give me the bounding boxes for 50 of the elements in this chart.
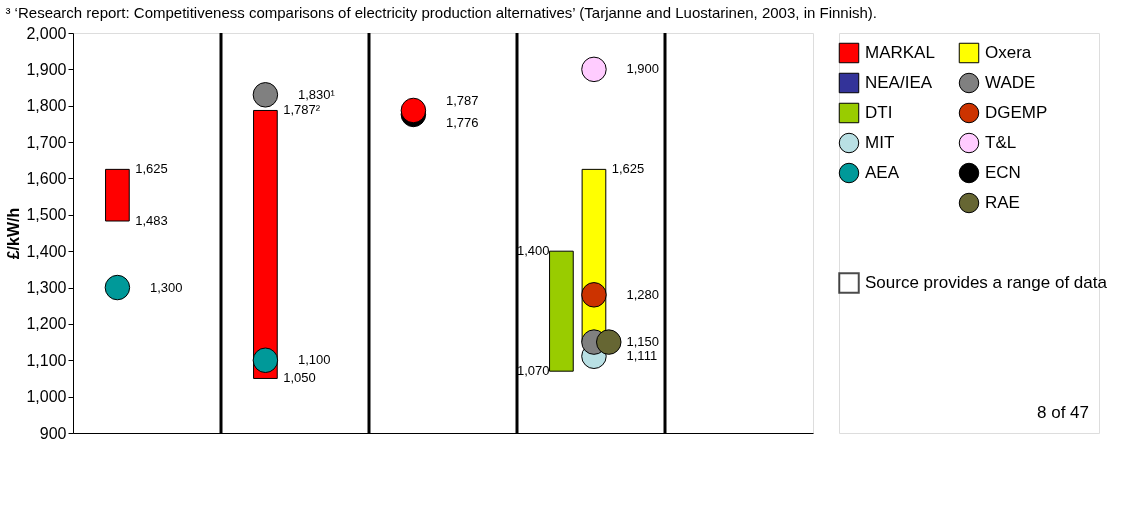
legend-label: Oxera [985, 43, 1032, 62]
y-tick-label: 1,600 [26, 169, 67, 187]
y-tick-label: 1,700 [26, 133, 67, 151]
legend-label: DGEMP [985, 103, 1048, 122]
y-tick-label: 1,800 [26, 97, 67, 115]
y-axis-title: £/kW/h [5, 207, 23, 260]
y-tick-label: 1,400 [26, 242, 67, 260]
annotation: 1,625 [135, 161, 168, 177]
legend-label: MARKAL [865, 43, 935, 62]
legend-label: AEA [865, 163, 900, 182]
y-tick-label: 2,000 [26, 24, 67, 42]
annotation: 1,787² [283, 102, 321, 118]
y-tick-label: 1,000 [26, 388, 67, 406]
legend-label: WADE [985, 73, 1036, 92]
y-tick-label: 1,200 [26, 315, 67, 333]
text: 8 of 47 [1037, 403, 1089, 422]
bar [253, 109, 278, 379]
legend-label: ECN [985, 163, 1021, 182]
annotation: 1,070 [517, 363, 550, 379]
y-tick-label: 900 [39, 424, 67, 442]
source-note: Source provides a range of data [865, 273, 1108, 292]
data-label: 1,787 [445, 93, 479, 109]
data-label: 1,900 [626, 61, 660, 77]
point [252, 82, 279, 108]
legend-label: MIT [865, 133, 895, 152]
annotation: 1,483 [135, 213, 168, 228]
legend-label: NEA/IEA [865, 73, 933, 92]
data-label: 1,280 [626, 286, 660, 302]
y-tick-label: 1,500 [26, 206, 67, 224]
legend-label: DTI [865, 103, 893, 122]
y-tick-label: 1,300 [26, 279, 67, 297]
annotation: 1,400 [517, 243, 550, 259]
point [252, 347, 279, 373]
bar [105, 168, 130, 222]
data-label: 1,111 [626, 348, 658, 364]
data-label: 1,776 [445, 115, 479, 131]
annotation: 1,050 [283, 370, 316, 386]
point [581, 56, 607, 83]
data-label: 1,300 [149, 279, 183, 295]
data-label: 1,100 [297, 352, 331, 368]
data-label: 1,830¹ [297, 86, 336, 102]
annotation: 1,625 [611, 161, 645, 177]
text: ³ ‘Research report: Competitiveness comparisons of electricity production alternatives’ (Tarjanne and Luostarinen, 2003, in Finnish). [5, 3, 878, 21]
data-label: 1,150 [626, 334, 660, 350]
legend-label: RAE [985, 193, 1020, 212]
y-tick-label: 1,900 [26, 60, 67, 78]
point [581, 282, 607, 308]
bar [549, 250, 574, 372]
y-tick-label: 1,100 [26, 351, 67, 369]
legend-label: T&L [985, 133, 1017, 152]
